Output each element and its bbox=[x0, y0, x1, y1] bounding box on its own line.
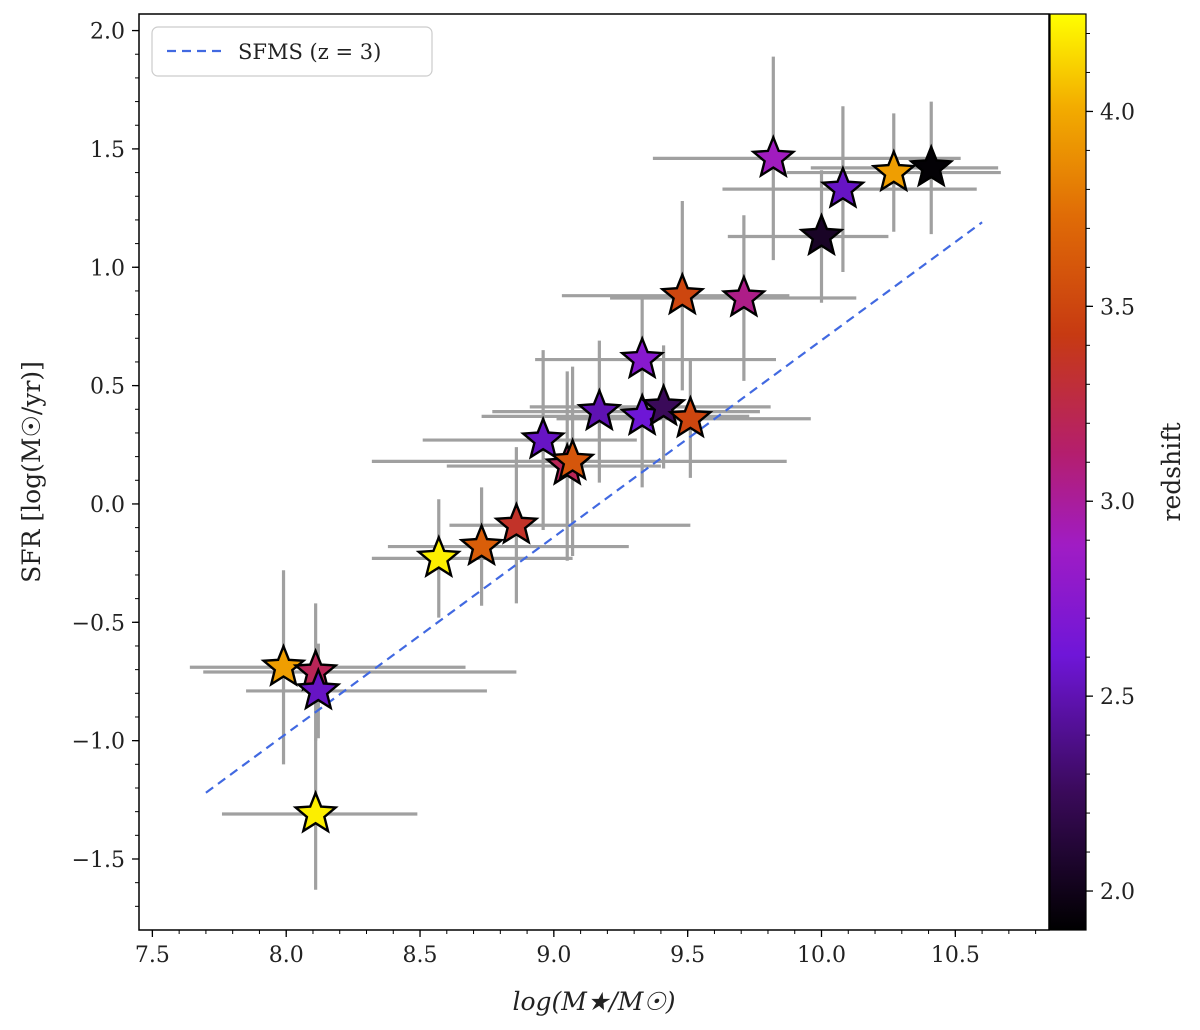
star-marker bbox=[819, 164, 866, 209]
colorbar: 2.0 2.5 3.0 3.5 4.0 redshift bbox=[1049, 13, 1186, 931]
error-bars bbox=[189, 56, 1001, 890]
x-tick-label: 10.0 bbox=[797, 943, 846, 968]
star-markers bbox=[260, 134, 955, 834]
star-marker bbox=[295, 666, 342, 711]
y-tick-label: 1.5 bbox=[90, 138, 125, 163]
y-tick-label: 2.0 bbox=[90, 20, 125, 45]
x-tick-label: 8.5 bbox=[403, 943, 438, 968]
star-marker bbox=[292, 789, 339, 834]
star-marker bbox=[870, 148, 917, 193]
star-marker bbox=[576, 387, 623, 432]
colorbar-ticks: 2.0 2.5 3.0 3.5 4.0 bbox=[1086, 32, 1135, 905]
star-marker bbox=[520, 415, 567, 460]
x-axis-label: log(M★/M☉) bbox=[512, 987, 675, 1016]
x-axis: 7.5 8.0 8.5 9.0 9.5 10.0 10.5 bbox=[135, 930, 1037, 968]
star-marker bbox=[798, 212, 845, 257]
plot-frame bbox=[138, 13, 1050, 931]
star-marker bbox=[619, 335, 666, 380]
star-marker bbox=[549, 437, 596, 481]
star-marker bbox=[667, 394, 714, 439]
legend-box bbox=[151, 26, 433, 77]
colorbar-label: redshift bbox=[1157, 423, 1186, 522]
legend: SFMS (z = 3) bbox=[151, 26, 433, 77]
y-tick-label: 0.0 bbox=[90, 493, 125, 518]
y-axis: −1.5 −1.0 −0.5 0.0 0.5 1.0 1.5 2.0 bbox=[72, 20, 139, 907]
x-tick-label: 10.5 bbox=[931, 943, 980, 968]
y-tick-label: −1.5 bbox=[72, 848, 125, 873]
y-tick-label: 1.0 bbox=[90, 256, 125, 281]
star-marker bbox=[750, 134, 797, 179]
x-tick-label: 8.0 bbox=[269, 943, 304, 968]
colorbar-gradient bbox=[1049, 13, 1087, 931]
y-axis-label: SFR [log(M☉/yr)] bbox=[17, 361, 46, 583]
star-marker bbox=[415, 534, 462, 579]
colorbar-tick-label: 3.5 bbox=[1100, 295, 1135, 320]
legend-label: SFMS (z = 3) bbox=[238, 40, 381, 64]
star-marker bbox=[659, 271, 706, 316]
star-marker bbox=[493, 501, 540, 545]
star-marker bbox=[720, 273, 767, 318]
star-marker bbox=[458, 522, 505, 567]
y-tick-label: −0.5 bbox=[72, 611, 125, 636]
x-tick-label: 7.5 bbox=[135, 943, 170, 968]
colorbar-tick-label: 2.0 bbox=[1100, 880, 1135, 905]
x-tick-label: 9.0 bbox=[536, 943, 571, 968]
y-tick-label: 0.5 bbox=[90, 375, 125, 400]
y-tick-label: −1.0 bbox=[72, 730, 125, 755]
colorbar-tick-label: 2.5 bbox=[1100, 685, 1135, 710]
star-marker bbox=[908, 143, 955, 188]
sfms-line bbox=[205, 221, 983, 794]
colorbar-tick-label: 3.0 bbox=[1100, 490, 1135, 515]
colorbar-tick-label: 4.0 bbox=[1100, 100, 1135, 125]
star-marker bbox=[640, 382, 687, 427]
star-marker bbox=[260, 643, 307, 687]
x-tick-label: 9.5 bbox=[670, 943, 705, 968]
